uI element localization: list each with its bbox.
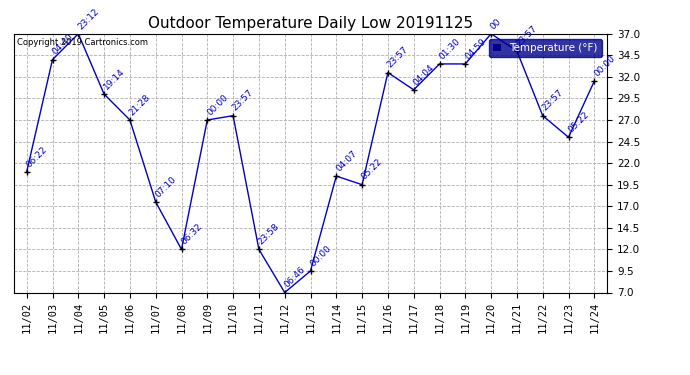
Text: 23:57: 23:57 <box>231 88 255 113</box>
Text: 04:59: 04:59 <box>463 37 488 61</box>
Text: 05:22: 05:22 <box>360 158 384 182</box>
Text: 06:46: 06:46 <box>282 265 307 290</box>
Text: Copyright 2019 Cartronics.com: Copyright 2019 Cartronics.com <box>17 38 148 46</box>
Text: 23:57: 23:57 <box>386 45 411 70</box>
Text: 21:28: 21:28 <box>128 93 152 117</box>
Text: 01:30: 01:30 <box>437 36 462 61</box>
Legend: Temperature (°F): Temperature (°F) <box>489 39 602 57</box>
Text: 00:00: 00:00 <box>205 93 230 117</box>
Text: 23:12: 23:12 <box>76 6 101 31</box>
Text: 06:22: 06:22 <box>25 144 49 169</box>
Text: 23:57: 23:57 <box>515 24 540 48</box>
Text: 23:57: 23:57 <box>540 88 565 113</box>
Text: 00:00: 00:00 <box>592 54 617 78</box>
Text: 19:14: 19:14 <box>102 67 126 92</box>
Text: 07:10: 07:10 <box>153 174 178 199</box>
Title: Outdoor Temperature Daily Low 20191125: Outdoor Temperature Daily Low 20191125 <box>148 16 473 31</box>
Text: 04:04: 04:04 <box>411 63 436 87</box>
Text: 00: 00 <box>489 16 504 31</box>
Text: 04:40: 04:40 <box>50 32 75 57</box>
Text: 04:07: 04:07 <box>334 149 359 173</box>
Text: 05:22: 05:22 <box>566 110 591 135</box>
Text: 00:00: 00:00 <box>308 243 333 268</box>
Text: 06:32: 06:32 <box>179 222 204 247</box>
Text: 23:58: 23:58 <box>257 222 282 247</box>
